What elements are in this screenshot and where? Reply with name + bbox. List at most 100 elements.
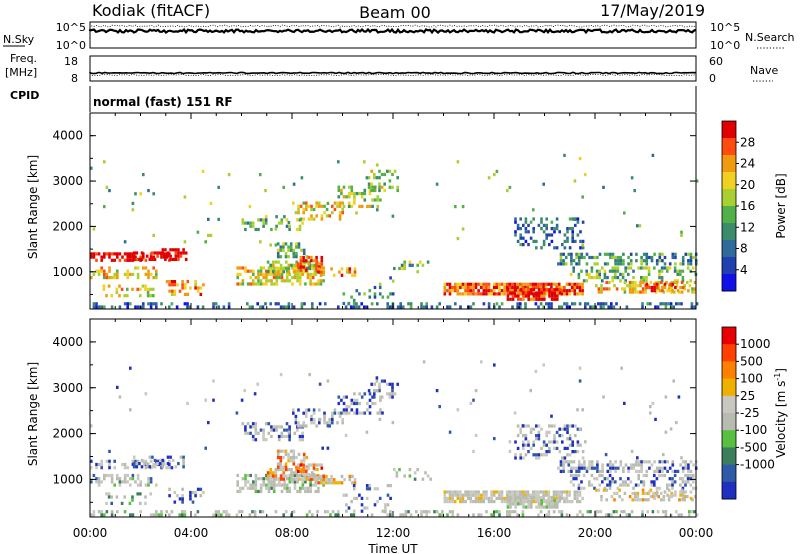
power-cell: [274, 227, 278, 231]
velocity-cell: [262, 483, 265, 487]
power-cell: [681, 255, 685, 260]
power-cell: [509, 291, 512, 295]
power-cell: [170, 302, 174, 306]
velocity-cell: [254, 425, 258, 429]
velocity-cell: [576, 490, 579, 494]
power-cell: [396, 176, 399, 180]
power-cell: [139, 294, 142, 298]
power-cell: [358, 192, 361, 196]
velocity-cell: [498, 513, 501, 517]
power-cell: [118, 252, 122, 256]
velocity-cell: [262, 480, 265, 484]
power-cell: [340, 273, 344, 277]
power-cell: [597, 290, 601, 294]
velocity-cell: [500, 500, 504, 504]
power-cell: [175, 305, 179, 309]
velocity-cell: [511, 510, 514, 514]
power-cell: [134, 266, 137, 270]
power-cell: [577, 259, 581, 263]
power-cell: [264, 302, 267, 306]
power-cell: [526, 282, 530, 286]
velocity-cell: [641, 491, 645, 495]
velocity-cell: [155, 513, 158, 517]
power-cell: [461, 292, 465, 296]
nsearch-tick-top: 10^5: [710, 21, 740, 34]
velocity-cell: [645, 469, 649, 473]
power-cell: [241, 221, 245, 225]
velocity-cell: [581, 496, 584, 500]
velocity-cell: [262, 428, 265, 432]
velocity-cell: [545, 505, 549, 509]
power-cell: [120, 287, 124, 291]
power-cell: [621, 272, 625, 276]
power-cell: [472, 285, 475, 290]
power-cell: [543, 294, 546, 298]
power-cell: [553, 294, 556, 298]
power-cell: [360, 302, 363, 306]
velocity-cell: [319, 474, 323, 478]
velocity-cell: [472, 398, 475, 402]
velocity-cell: [597, 488, 601, 492]
power-cell: [570, 282, 574, 286]
velocity-cell: [100, 480, 103, 484]
velocity-cell: [373, 487, 377, 491]
velocity-cell: [576, 500, 579, 504]
power-cell: [301, 221, 304, 225]
power-cell: [543, 288, 546, 292]
power-cell: [126, 302, 129, 306]
velocity-cell: [282, 513, 285, 517]
power-cell: [621, 287, 624, 291]
power-cell: [259, 272, 263, 276]
velocity-cell: [259, 477, 263, 481]
power-cell: [337, 160, 340, 164]
power-cell: [289, 242, 293, 246]
velocity-cell: [391, 421, 395, 425]
velocity-cell: [352, 496, 356, 500]
velocity-cell: [687, 466, 690, 470]
velocity-cell: [632, 466, 636, 470]
power-cell: [672, 305, 675, 309]
power-cell: [156, 251, 159, 255]
velocity-cell: [625, 513, 629, 517]
velocity-cell: [644, 491, 647, 495]
velocity-cell: [279, 474, 283, 478]
velocity-cell: [563, 500, 566, 504]
velocity-cell: [653, 473, 656, 478]
velocity-cell: [194, 494, 197, 498]
power-cell: [139, 287, 142, 291]
power-cell: [624, 269, 627, 273]
power-cell: [664, 305, 668, 309]
velocity-cell: [171, 458, 175, 462]
power-cell: [631, 290, 634, 294]
power-cell: [648, 255, 651, 260]
power-cell: [681, 259, 685, 263]
power-cell: [550, 282, 553, 286]
velocity-cell: [311, 513, 314, 517]
power-cell: [642, 266, 646, 270]
velocity-cell: [182, 458, 185, 462]
velocity-cell: [640, 463, 643, 467]
power-cell: [560, 289, 564, 293]
velocity-cell: [545, 502, 549, 506]
power-cell: [292, 266, 296, 271]
power-cell: [655, 282, 659, 286]
power-cell: [516, 223, 520, 227]
velocity-cell: [304, 469, 308, 473]
power-cell: [555, 223, 559, 227]
velocity-cell: [663, 466, 667, 470]
power-cell: [681, 285, 685, 290]
velocity-cell: [606, 483, 609, 487]
velocity-cell: [287, 459, 290, 463]
power-cell: [126, 276, 129, 280]
power-cell: [320, 259, 324, 263]
velocity-cell: [588, 466, 591, 470]
velocity-colorbar-swatch: [722, 464, 736, 483]
velocity-cell: [295, 465, 298, 469]
velocity-cell: [249, 473, 252, 478]
power-cell: [241, 218, 245, 222]
velocity-cell: [416, 468, 419, 472]
power-cell: [661, 285, 664, 290]
velocity-cell: [686, 480, 690, 484]
power-cell: [373, 295, 377, 299]
velocity-cell: [145, 462, 149, 466]
